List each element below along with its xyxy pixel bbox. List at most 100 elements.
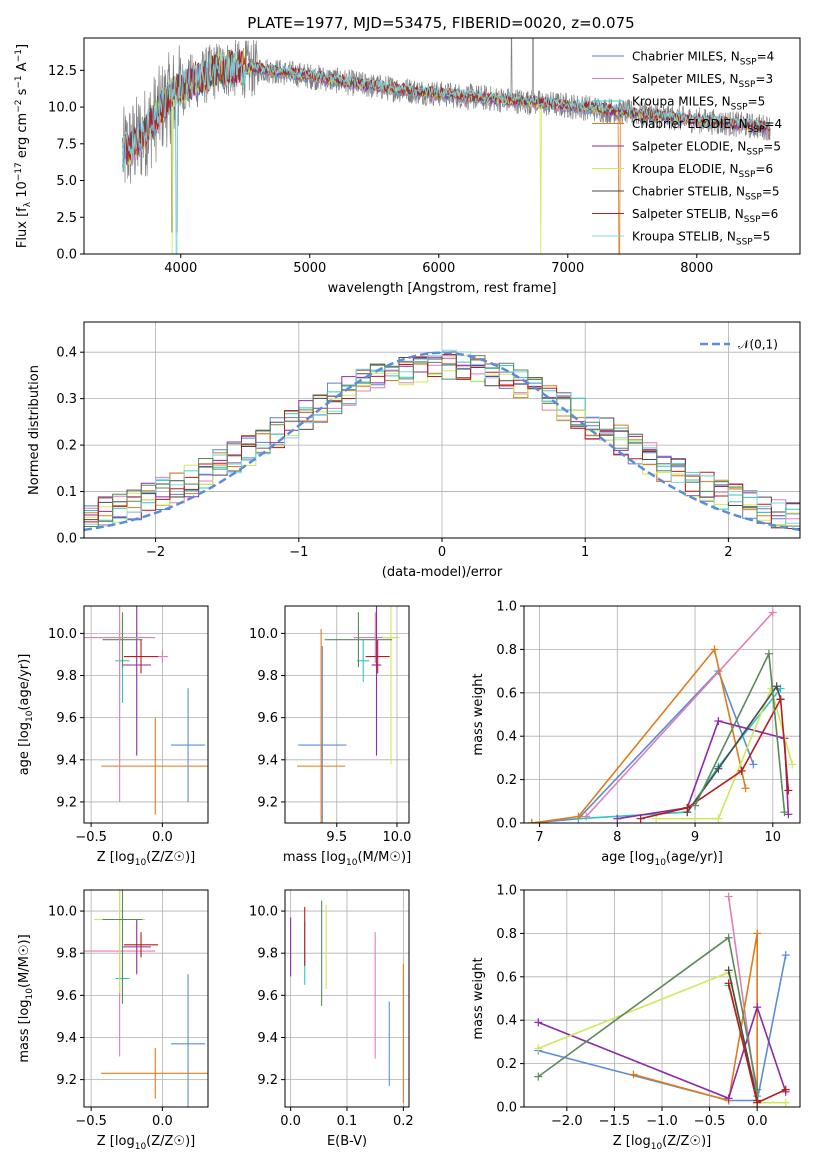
label-part: Z [ xyxy=(97,850,115,865)
label-part: =4 xyxy=(764,117,782,131)
axes-frame xyxy=(83,37,801,255)
y-tick-label: 10.0 xyxy=(249,905,278,920)
y-tick-label: 0.8 xyxy=(496,927,517,942)
histogram-step-line xyxy=(84,355,800,528)
y-axis-label: mass weight xyxy=(471,957,486,1039)
y-tick-label: 10.0 xyxy=(249,627,278,642)
x-tick-label: 0.0 xyxy=(152,1114,173,1129)
label-part: Salpeter STELIB, N xyxy=(632,207,744,221)
axes-frame xyxy=(284,889,410,1108)
label-part: (age/yr)] xyxy=(17,654,32,711)
axes-frame xyxy=(284,605,410,824)
label-part: −17 xyxy=(14,162,24,181)
mass-weight-series-line xyxy=(585,611,774,818)
label-part: mass [ xyxy=(17,1019,32,1062)
y-tick-label: 0.0 xyxy=(56,532,77,547)
label-part: wavelength [Angstrom, rest frame] xyxy=(328,281,557,296)
label-part: =3 xyxy=(755,72,773,86)
label-part: mass weight xyxy=(471,673,486,755)
x-tick-label: 7000 xyxy=(551,261,584,276)
label-part: (age/yr)] xyxy=(666,850,723,865)
x-axis-label: Z [log10(Z/Z☉)] xyxy=(613,1134,711,1152)
label-part: erg cm xyxy=(15,113,30,162)
y-tick-label: 9.2 xyxy=(56,1073,77,1088)
y-tick-label: 0.2 xyxy=(496,1057,517,1072)
panel-mass-vs-Z: −0.5 0.09.29.49.69.810.0Z [log10(Z/Z☉)]ma… xyxy=(17,889,209,1152)
mass-weight-series-line xyxy=(538,1004,787,1100)
y-axis-label: mass weight xyxy=(471,673,486,755)
label-part: −1 xyxy=(14,49,24,62)
mass-weight-series-line xyxy=(531,647,747,823)
label-part: Flux [f xyxy=(15,207,30,248)
label-part: Z [ xyxy=(613,1134,631,1149)
label-part: −2 xyxy=(14,100,24,113)
y-tick-label: 9.2 xyxy=(257,1073,278,1088)
legend-entry-label: Salpeter STELIB, NSSP=6 xyxy=(632,207,778,225)
mass-weight-series-line xyxy=(531,669,755,823)
label-part: =6 xyxy=(755,162,773,176)
x-tick-label: 7 xyxy=(535,830,543,845)
label-part: Z [ xyxy=(97,1134,115,1149)
label-part: 10 xyxy=(15,181,30,202)
label-part: (M/M☉)] xyxy=(357,850,411,865)
label-part: Kroupa ELODIE, N xyxy=(632,162,739,176)
y-tick-label: 9.2 xyxy=(257,795,278,810)
x-axis-label: age [log10(age/yr)] xyxy=(601,850,723,868)
label-part: (M/M☉)] xyxy=(17,934,32,988)
y-tick-label: 9.6 xyxy=(257,711,278,726)
y-tick-label: 9.4 xyxy=(56,753,77,768)
y-axis-label: mass [log10(M/M☉)] xyxy=(17,934,35,1062)
label-part: SSP xyxy=(739,80,756,90)
plot-area xyxy=(297,606,400,823)
label-part: Chabrier ELODIE, N xyxy=(632,117,748,131)
legend-entry-label: Chabrier MILES, NSSP=4 xyxy=(632,50,774,68)
mass-weight-series-line xyxy=(727,970,758,1101)
y-tick-label: 0.4 xyxy=(496,1014,517,1029)
label-part: SSP xyxy=(739,170,756,180)
y-tick-label: 0.2 xyxy=(496,773,517,788)
x-tick-label: −1.0 xyxy=(646,1114,678,1129)
x-tick-label: −1.5 xyxy=(599,1114,631,1129)
x-axis-label: Z [log10(Z/Z☉)] xyxy=(97,850,195,868)
x-tick-label: −2 xyxy=(146,545,165,560)
legend-entry-label: Chabrier ELODIE, NSSP=4 xyxy=(632,117,782,135)
legend-entry-label: Kroupa STELIB, NSSP=5 xyxy=(632,230,770,248)
legend-entry-label: Kroupa MILES, NSSP=5 xyxy=(632,95,765,113)
y-tick-label: 0.4 xyxy=(496,730,517,745)
label-part: (Z/Z☉)] xyxy=(146,1134,195,1149)
x-tick-label: 6000 xyxy=(422,261,455,276)
x-tick-label: 2 xyxy=(724,545,732,560)
legend-entry-label: Kroupa ELODIE, NSSP=6 xyxy=(632,162,773,180)
label-part: =6 xyxy=(761,207,779,221)
figure-title: PLATE=1977, MJD=53475, FIBERID=0020, z=0… xyxy=(247,14,634,32)
label-part: SSP xyxy=(746,148,763,158)
y-tick-label: 12.5 xyxy=(48,64,77,79)
x-tick-label: 8000 xyxy=(680,261,713,276)
mass-weight-series-line xyxy=(656,686,793,820)
y-tick-label: 9.4 xyxy=(56,1031,77,1046)
y-tick-label: 7.5 xyxy=(56,137,77,152)
x-tick-label: 5000 xyxy=(293,261,326,276)
label-part: =5 xyxy=(748,95,766,109)
axes-frame xyxy=(523,605,801,824)
plot-area xyxy=(84,606,208,815)
label-part: 10 xyxy=(135,1142,147,1152)
plot-area xyxy=(290,900,404,1103)
label-part: 10 xyxy=(651,1142,663,1152)
axes-frame xyxy=(83,605,209,824)
y-axis-label: Normed distribution xyxy=(27,365,42,495)
plot-area xyxy=(84,349,800,532)
x-tick-label: 1 xyxy=(581,545,589,560)
label-part: log xyxy=(17,722,32,742)
label-part: (Z/Z☉)] xyxy=(146,850,195,865)
legend-entry-label: Salpeter MILES, NSSP=3 xyxy=(632,72,773,90)
x-axis-label: mass [log10(M/M☉)] xyxy=(283,850,411,868)
panel-mass-vs-EBV: 0.0 0.1 0.2 9.2 9.4 9.6 9.8 10.0 E(B-V) xyxy=(249,889,414,1149)
label-part: Kroupa STELIB, N xyxy=(632,230,736,244)
label-part: (Z/Z☉)] xyxy=(662,1134,711,1149)
plot-area xyxy=(527,608,797,823)
x-tick-label: 0.1 xyxy=(337,1114,358,1129)
label-part: log xyxy=(631,1134,651,1149)
